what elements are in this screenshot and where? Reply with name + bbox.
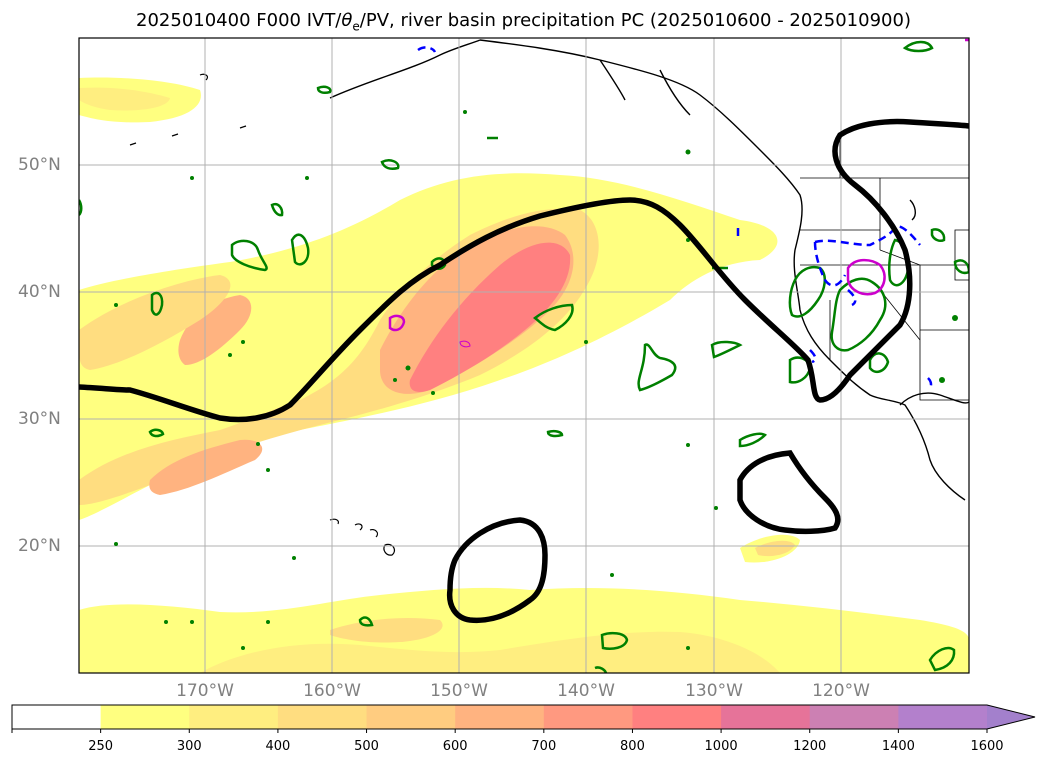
colorbar-label: 1600: [970, 739, 1004, 754]
lat-label-30n: 30°N: [18, 409, 61, 429]
colorbar-segment: [543, 705, 633, 729]
lon-label-150w: 150°W: [430, 681, 488, 701]
map-frame: [78, 37, 970, 674]
map-title: 2025010400 F000 IVT/θe/PV, river basin p…: [136, 10, 911, 34]
islands: [129, 73, 396, 556]
colorbar-extend-arrow: [987, 705, 1035, 729]
colorbar-label: 300: [176, 739, 202, 754]
colorbar-label: 400: [265, 739, 291, 754]
lon-label-170w: 170°W: [176, 681, 234, 701]
colorbar-label: 1200: [793, 739, 827, 754]
lat-label-50n: 50°N: [18, 155, 61, 175]
colorbar-segment: [189, 705, 279, 729]
lat-label-20n: 20°N: [18, 536, 61, 556]
colorbar-label: 1400: [881, 739, 915, 754]
colorbar-segment: [100, 705, 190, 729]
colorbar-segment: [277, 705, 368, 729]
pv-contours: [388, 38, 969, 348]
lon-label-130w: 130°W: [685, 681, 743, 701]
colorbar-label: 700: [531, 739, 557, 754]
ivt-shading: [79, 77, 969, 673]
lon-label-160w: 160°W: [303, 681, 361, 701]
colorbar-label: 600: [442, 739, 468, 754]
precip-negative-contours: [417, 46, 933, 390]
colorbar-label: 250: [88, 739, 114, 754]
colorbar-segment: [721, 705, 811, 729]
colorbar-segment: [898, 705, 988, 729]
lon-label-120w: 120°W: [812, 681, 870, 701]
colorbar-segment: [809, 705, 899, 729]
colorbar-segment: [12, 705, 102, 729]
ivt-contours: [79, 118, 969, 624]
colorbar-label: 1000: [704, 739, 738, 754]
precip-positive-dots: [114, 110, 958, 650]
lat-label-40n: 40°N: [18, 282, 61, 302]
colorbar-label: 500: [354, 739, 379, 754]
lon-label-140w: 140°W: [557, 681, 615, 701]
colorbar-segment: [366, 705, 456, 729]
colorbar-segment: [455, 705, 545, 729]
colorbar-frame: [11, 704, 1036, 730]
colorbar-label: 800: [620, 739, 645, 754]
colorbar-segment: [632, 705, 722, 729]
coastlines: [329, 39, 969, 501]
